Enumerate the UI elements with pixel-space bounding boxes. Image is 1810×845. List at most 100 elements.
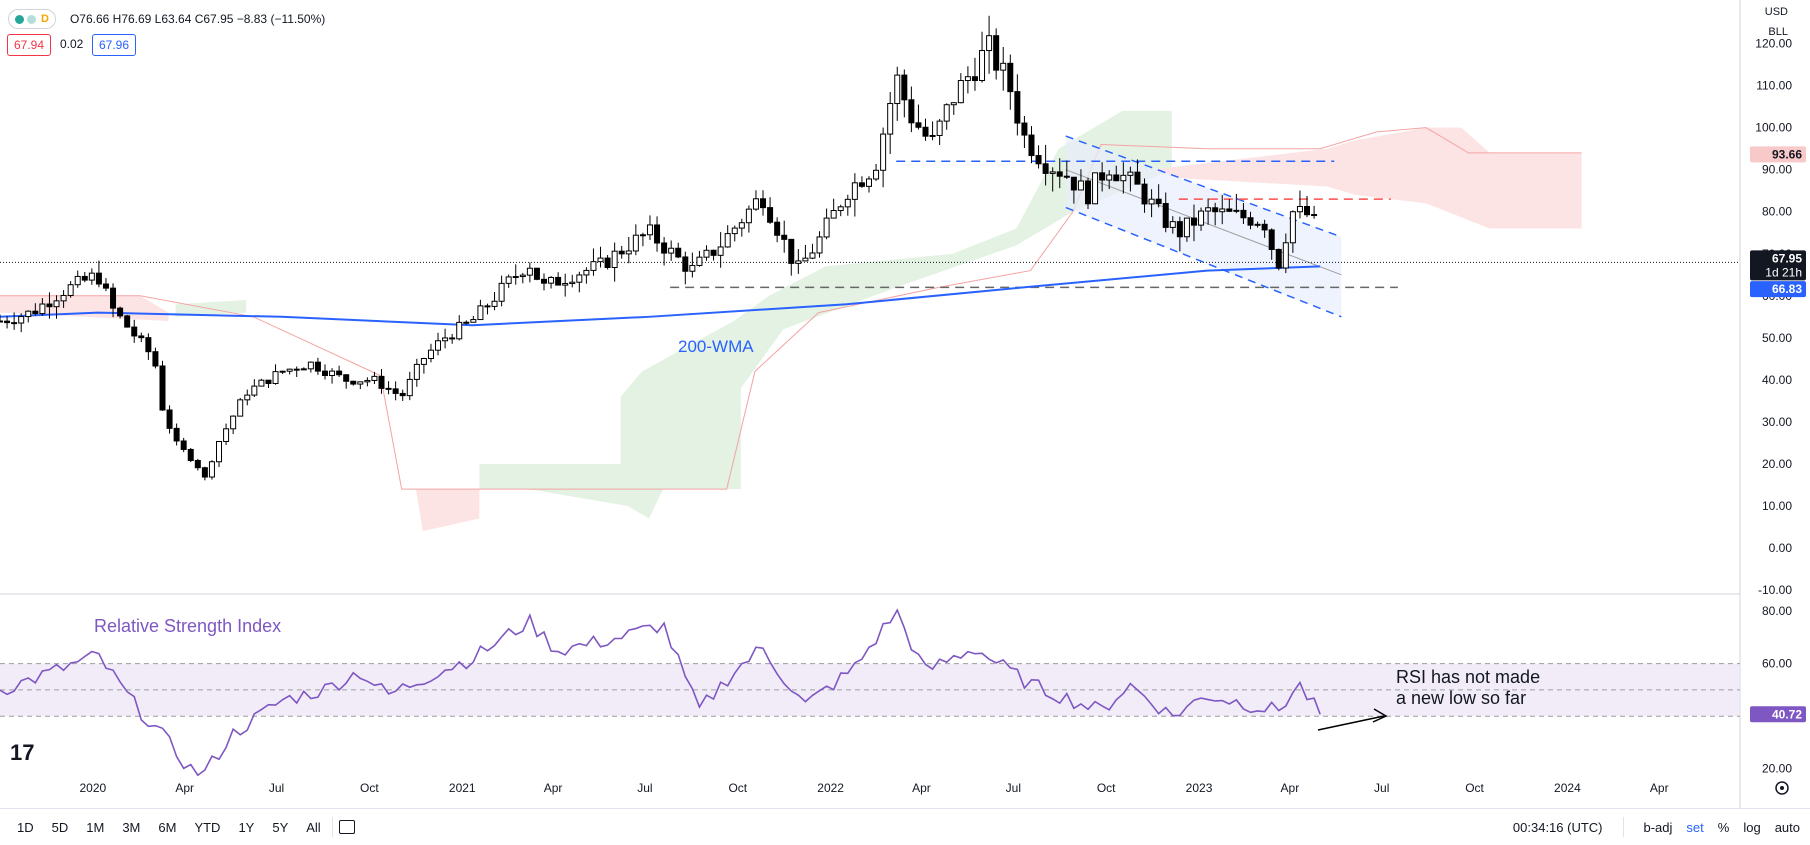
candle <box>851 173 858 217</box>
candle-body <box>738 222 745 229</box>
set-toggle[interactable]: set <box>1686 819 1704 835</box>
range-button-1m[interactable]: 1M <box>86 819 105 835</box>
candle <box>809 243 816 260</box>
range-button-5y[interactable]: 5Y <box>272 819 289 835</box>
unit-selector[interactable]: BLL <box>1768 26 1788 38</box>
candle <box>117 306 124 319</box>
utc-clock[interactable]: 00:34:16 (UTC) <box>1512 819 1603 835</box>
candle <box>1289 210 1296 253</box>
candle-body <box>110 287 117 309</box>
candle <box>936 118 943 146</box>
candle <box>336 365 343 378</box>
price-axis[interactable]: 120.00110.00100.0090.0080.0070.0060.0050… <box>1750 37 1806 776</box>
candle-body <box>1099 172 1106 181</box>
candle-body <box>837 206 844 212</box>
time-axis[interactable]: 2020 Apr Jul Oct 2021 Apr Jul Oct 2022 Apr Jul Oct 2… <box>80 781 1669 795</box>
candle <box>166 405 173 434</box>
candle <box>1190 204 1197 242</box>
candle <box>1113 165 1120 182</box>
range-button-1d[interactable]: 1D <box>17 819 34 835</box>
candle-body <box>1198 210 1205 226</box>
candle <box>399 389 406 402</box>
candle <box>442 328 449 349</box>
range-button-3m[interactable]: 3M <box>122 819 141 835</box>
log-toggle[interactable]: log <box>1743 819 1761 835</box>
candle-body <box>329 370 336 376</box>
candle-body <box>639 234 646 237</box>
candle-body <box>1268 229 1275 250</box>
candle-body <box>964 76 971 82</box>
cloud-value-label-box <box>1750 146 1806 163</box>
range-button-5d[interactable]: 5D <box>51 819 69 835</box>
candle <box>435 332 442 356</box>
candle <box>1035 145 1042 169</box>
range-button-all[interactable]: All <box>306 819 321 835</box>
candle <box>788 238 795 276</box>
time-tick-label: 2024 <box>1554 781 1581 795</box>
candle-body <box>1014 91 1021 124</box>
symbol-status[interactable]: D <box>8 9 56 29</box>
candle <box>929 121 936 141</box>
price-tick-label: 20.00 <box>1762 457 1792 471</box>
tradingview-logo: 17 <box>10 740 34 765</box>
candle <box>131 319 138 343</box>
candle <box>124 314 131 328</box>
candle-body <box>4 320 11 324</box>
candle <box>1304 195 1311 218</box>
candle <box>710 249 717 261</box>
price-tick-label: 120.00 <box>1755 37 1792 51</box>
candle <box>837 204 844 217</box>
range-button-ytd[interactable]: YTD <box>194 819 221 835</box>
bid-price[interactable]: 67.94 <box>7 34 52 56</box>
candle <box>364 377 371 387</box>
ask-price[interactable]: 67.96 <box>92 34 137 56</box>
candle <box>110 283 117 318</box>
candle <box>1205 198 1212 225</box>
candle <box>569 274 576 288</box>
b-adj-toggle[interactable]: b-adj <box>1643 819 1673 835</box>
currency-selector[interactable]: USD <box>1764 6 1788 18</box>
candle-body <box>519 274 526 278</box>
candle <box>1162 192 1169 233</box>
candle <box>668 240 675 261</box>
candle <box>102 278 109 292</box>
rsi-note-line2: a new low so far <box>1396 688 1526 708</box>
candle-body <box>858 182 865 187</box>
candle <box>251 379 258 397</box>
time-tick-label: 2023 <box>1186 781 1213 795</box>
candle-body <box>950 102 957 106</box>
candle <box>526 262 533 283</box>
candle-body <box>385 387 392 390</box>
candle-body <box>1127 171 1134 176</box>
time-tick-label: 2020 <box>80 781 107 795</box>
candle-body <box>138 335 145 339</box>
candle-body <box>1311 214 1318 217</box>
candle <box>519 272 526 284</box>
wma-label: 200-WMA <box>678 337 754 356</box>
candle-body <box>194 459 201 469</box>
candle-body <box>371 375 378 381</box>
candle <box>67 281 74 298</box>
svg-text:17: 17 <box>10 740 34 765</box>
candle <box>413 358 420 387</box>
candle-body <box>131 326 138 337</box>
range-button-6m[interactable]: 6M <box>158 819 177 835</box>
candle-body <box>654 224 661 244</box>
candle <box>774 217 781 243</box>
chart-canvas[interactable]: 120.00110.00100.0090.0080.0070.0060.0050… <box>0 0 1810 808</box>
candle <box>802 244 809 262</box>
candle <box>830 198 837 219</box>
goto-date-icon[interactable] <box>338 820 355 834</box>
rsi-pane <box>0 608 1740 777</box>
candle-body <box>908 99 915 124</box>
candle-body <box>95 272 102 285</box>
candle <box>654 216 661 252</box>
range-button-1y[interactable]: 1Y <box>238 819 255 835</box>
candle-body <box>682 256 689 272</box>
percent-toggle[interactable]: % <box>1717 819 1730 835</box>
candle-body <box>1141 183 1148 205</box>
candle-body <box>1049 171 1056 174</box>
auto-toggle[interactable]: auto <box>1774 819 1800 835</box>
candle <box>724 225 731 248</box>
settings-gear-icon[interactable] <box>1775 781 1789 795</box>
